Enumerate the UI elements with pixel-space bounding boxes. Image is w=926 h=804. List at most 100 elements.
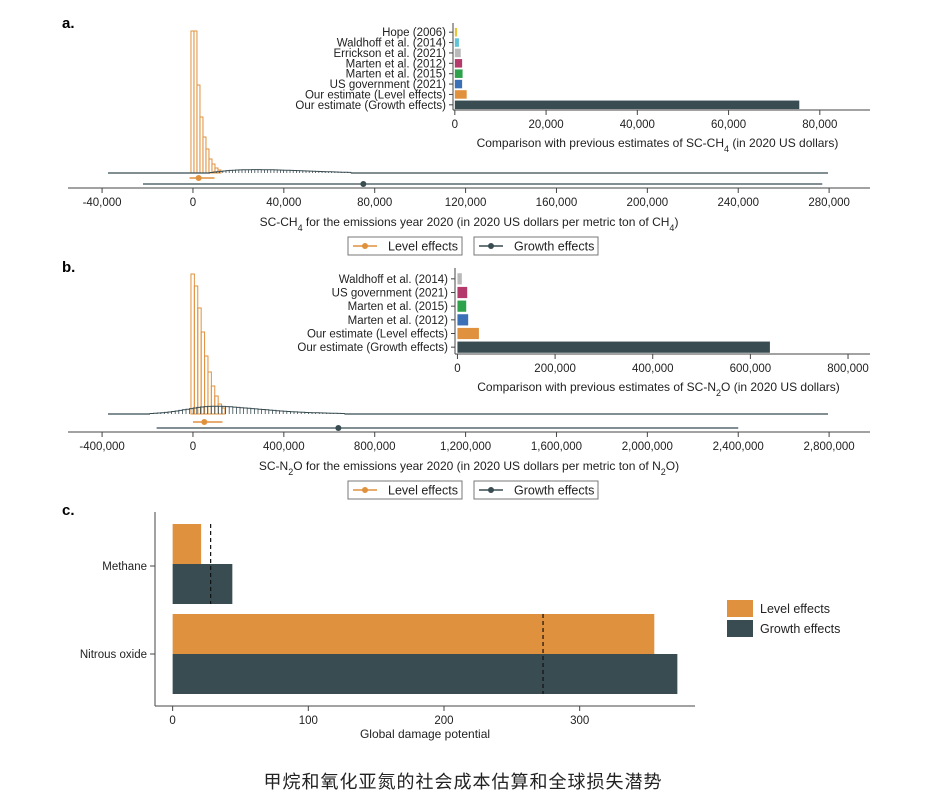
c-legend-growth-label: Growth effects: [760, 622, 840, 636]
level-hist-bar: [210, 385, 216, 415]
inset-x-tick-label: 40,000: [620, 119, 655, 131]
inset-category-label: US government (2021): [332, 288, 449, 300]
inset-bar: [457, 341, 770, 353]
x-tick-label: 800,000: [354, 441, 396, 453]
level-hist-bar: [221, 407, 226, 415]
inset-x-tick-label: 400,000: [632, 363, 674, 375]
c-legend-growth-swatch: [727, 620, 753, 637]
x-tick-label: 2,000,000: [622, 441, 673, 453]
inset-bar: [454, 59, 463, 68]
x-axis-title: SC-CH4 for the emissions year 2020 (in 2…: [260, 215, 679, 233]
c-bar-growth: [172, 564, 233, 604]
inset-x-tick-label: 0: [452, 119, 458, 131]
level-hist-bar: [190, 273, 195, 415]
level-hist-bar: [214, 395, 219, 415]
inset-x-tick-label: 0: [454, 363, 460, 375]
inset-x-tick-label: 80,000: [802, 119, 837, 131]
inset-x-axis-title: Comparison with previous estimates of SC…: [477, 380, 840, 398]
level-hist-bar: [200, 331, 206, 415]
legend-level-box: [347, 480, 463, 500]
inset-bar: [454, 90, 467, 99]
x-tick-label: 1,200,000: [440, 441, 491, 453]
c-x-tick-label: 0: [169, 715, 175, 727]
x-tick-label: 280,000: [808, 197, 850, 209]
inset-bar: [457, 300, 467, 312]
c-bar-growth: [172, 654, 678, 694]
panel-label-1: b.: [62, 259, 75, 276]
x-tick-label: -40,000: [83, 197, 122, 209]
c-legend-level-label: Level effects: [760, 602, 830, 616]
c-category-label: Nitrous oxide: [80, 649, 147, 661]
c-legend-level-swatch: [727, 600, 753, 617]
c-category-label: Methane: [102, 561, 147, 573]
inset-x-tick-label: 800,000: [827, 363, 869, 375]
c-bar-level: [172, 524, 202, 564]
legend-growth-marker: [488, 487, 494, 493]
x-tick-label: 2,400,000: [713, 441, 764, 453]
figure-caption: 甲烷和氧化亚氮的社会成本估算和全球损失潜势: [263, 772, 663, 793]
x-tick-label: 0: [190, 197, 196, 209]
inset-x-tick-label: 600,000: [730, 363, 772, 375]
x-tick-label: 240,000: [717, 197, 759, 209]
growth-hist-outline: [209, 169, 352, 173]
x-axis-title: SC-N2O for the emissions year 2020 (in 2…: [259, 459, 679, 477]
c-bar-level: [172, 614, 655, 654]
legend-growth-label: Growth effects: [514, 484, 594, 498]
panel-label-0: a.: [62, 15, 75, 32]
inset-category-label: Errickson et al. (2021): [334, 48, 447, 60]
legend-growth-label: Growth effects: [514, 240, 594, 254]
legend-level-label: Level effects: [388, 484, 458, 498]
inset-bar: [454, 100, 800, 110]
legend-level-marker: [362, 243, 368, 249]
inset-x-axis-title: Comparison with previous estimates of SC…: [477, 136, 839, 154]
x-tick-label: 400,000: [263, 441, 305, 453]
growth-median-point: [360, 181, 367, 187]
legend-growth-box: [473, 480, 599, 500]
c-x-tick-label: 300: [570, 715, 589, 727]
inset-bar: [454, 79, 463, 89]
inset-category-label: Marten et al. (2015): [348, 301, 449, 313]
x-tick-label: 120,000: [445, 197, 487, 209]
legend-level-box: [347, 236, 463, 256]
inset-category-label: Marten et al. (2012): [348, 315, 449, 327]
inset-category-label: Hope (2006): [382, 27, 446, 39]
inset-bar: [457, 327, 479, 340]
inset-category-label: Marten et al. (2015): [346, 69, 447, 81]
inset-x-tick-label: 60,000: [711, 119, 746, 131]
inset-category-label: Our estimate (Growth effects): [297, 342, 448, 354]
level-hist-bar: [197, 307, 202, 415]
inset-category-label: Our estimate (Level effects): [307, 329, 448, 341]
inset-category-label: Waldhoff et al. (2014): [337, 38, 446, 50]
x-tick-label: -400,000: [79, 441, 124, 453]
inset-bar: [457, 273, 462, 285]
x-tick-label: 1,600,000: [531, 441, 582, 453]
legend-level-marker: [362, 487, 368, 493]
level-hist-bar: [193, 285, 199, 415]
inset-category-label: US government (2021): [330, 79, 447, 91]
inset-bar: [457, 314, 469, 326]
level-median-point: [195, 175, 202, 181]
x-tick-label: 0: [190, 441, 196, 453]
inset-category-label: Our estimate (Level effects): [305, 89, 446, 101]
inset-category-label: Marten et al. (2012): [346, 58, 447, 70]
level-median-point: [201, 419, 208, 425]
inset-bar: [454, 38, 459, 47]
x-tick-label: 80,000: [357, 197, 392, 209]
inset-bar: [457, 286, 468, 299]
legend-growth-box: [473, 236, 599, 256]
inset-category-label: Our estimate (Growth effects): [295, 100, 446, 112]
inset-x-tick-label: 200,000: [534, 363, 576, 375]
c-x-tick-label: 200: [434, 715, 453, 727]
c-x-axis-title: Global damage potential: [360, 727, 490, 741]
x-tick-label: 2,800,000: [804, 441, 855, 453]
inset-bar: [454, 69, 463, 78]
growth-median-point: [335, 425, 342, 431]
panel-label-2: c.: [62, 502, 75, 519]
x-tick-label: 160,000: [536, 197, 578, 209]
growth-hist-outline: [149, 405, 345, 414]
c-x-tick-label: 100: [299, 715, 318, 727]
inset-bar: [454, 27, 458, 37]
inset-category-label: Waldhoff et al. (2014): [339, 274, 448, 286]
level-hist-bar: [204, 355, 209, 415]
